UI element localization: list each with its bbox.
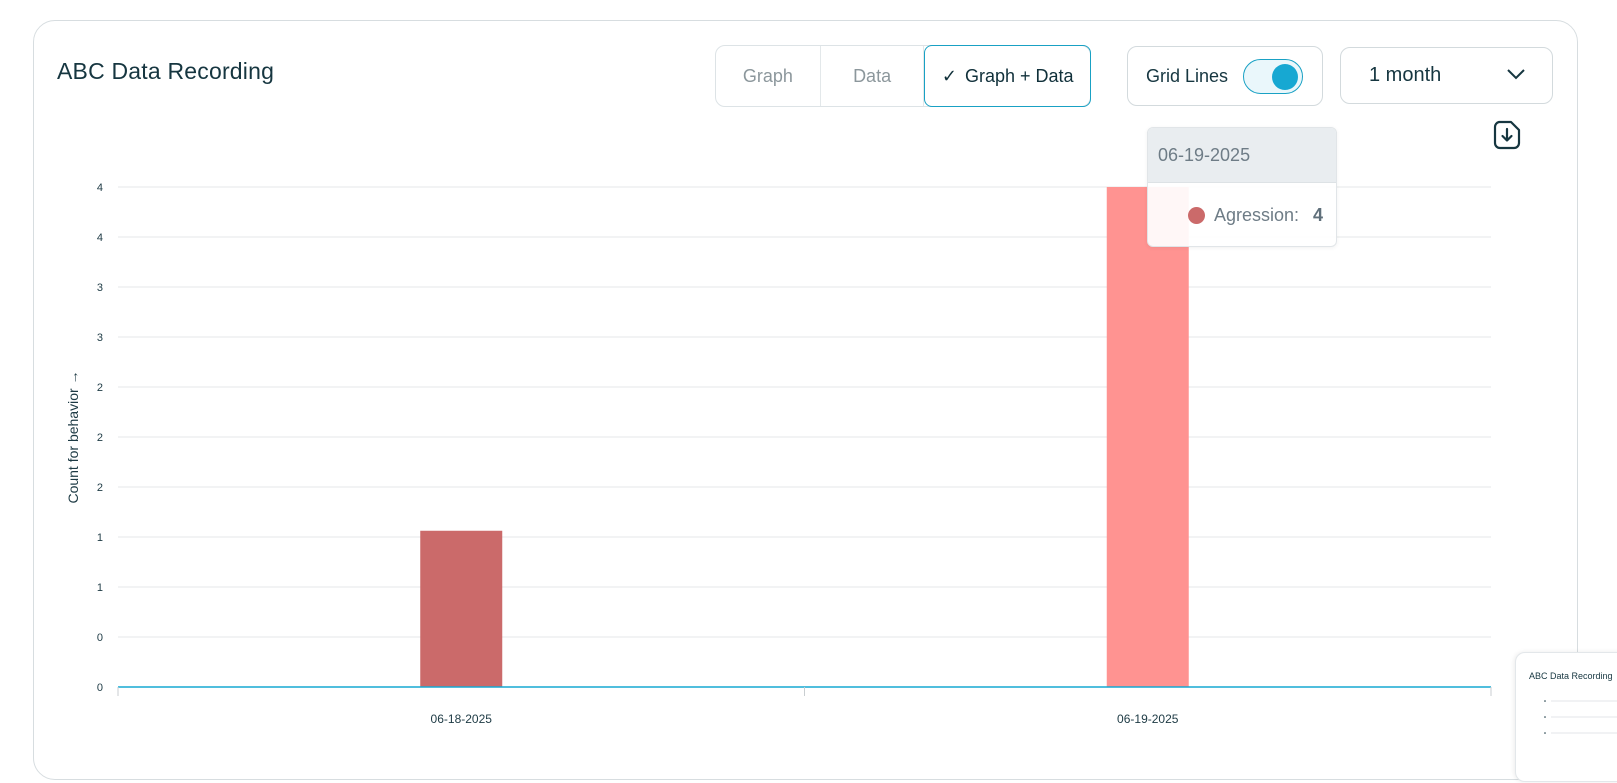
- y-tick-label: 3: [97, 282, 103, 294]
- card-title: ABC Data Recording: [57, 58, 275, 84]
- mini-chart-card[interactable]: ABC Data Recording: [1515, 652, 1617, 782]
- view-mode-toggle: Graph Data ✓ Graph + Data: [715, 45, 1091, 107]
- y-tick-label: 2: [97, 382, 103, 394]
- grid-lines-switch[interactable]: [1243, 59, 1303, 94]
- grid-lines-label: Grid Lines: [1146, 65, 1229, 86]
- chart-tooltip: 06-19-2025 Agression: 4: [1147, 127, 1337, 247]
- checkmark-icon: ✓: [941, 65, 957, 86]
- view-graph-data-button[interactable]: ✓ Graph + Data: [924, 45, 1091, 107]
- grid-lines-control: Grid Lines: [1127, 46, 1323, 106]
- bar-06-19-2025: [1106, 187, 1189, 687]
- view-graph-data-label: Graph + Data: [964, 65, 1074, 86]
- y-tick-label: 2: [97, 482, 103, 494]
- view-data-button[interactable]: Data: [821, 46, 925, 106]
- mini-card-title: ABC Data Recording: [1529, 671, 1613, 681]
- y-tick-label: 3: [97, 332, 103, 344]
- tooltip-date: 06-19-2025: [1148, 128, 1336, 183]
- mini-chart-preview: [1544, 700, 1617, 734]
- chevron-down-icon: [1507, 69, 1525, 80]
- tooltip-value: 4: [1313, 204, 1324, 225]
- switch-knob: [1272, 63, 1298, 90]
- bar-chart: 0 0 1 1 2 2 2 3 3 4 4 06-18-2025 06-19-2025 Count for…: [65, 182, 1492, 726]
- y-tick-label: 1: [97, 532, 103, 544]
- y-tick-label: 4: [97, 182, 103, 194]
- time-range-select[interactable]: 1 month: [1340, 47, 1553, 104]
- y-tick-label: 0: [97, 682, 103, 694]
- x-tick-label: 06-19-2025: [1117, 712, 1179, 726]
- tooltip-series-label: Agression:: [1214, 204, 1300, 225]
- y-tick-label: 1: [97, 582, 103, 594]
- bar-06-18-2025: [420, 530, 503, 687]
- y-tick-label: 2: [97, 432, 103, 444]
- series-color-dot: [1188, 206, 1205, 224]
- x-tick-label: 06-18-2025: [431, 712, 493, 726]
- download-icon[interactable]: [1492, 120, 1522, 150]
- view-graph-button[interactable]: Graph: [716, 46, 821, 106]
- y-tick-label: 0: [97, 632, 103, 644]
- time-range-value: 1 month: [1369, 64, 1442, 86]
- tooltip-row: Agression: 4: [1148, 183, 1336, 246]
- y-tick-label: 4: [97, 232, 103, 244]
- y-axis-label: Count for behavior →: [65, 370, 81, 503]
